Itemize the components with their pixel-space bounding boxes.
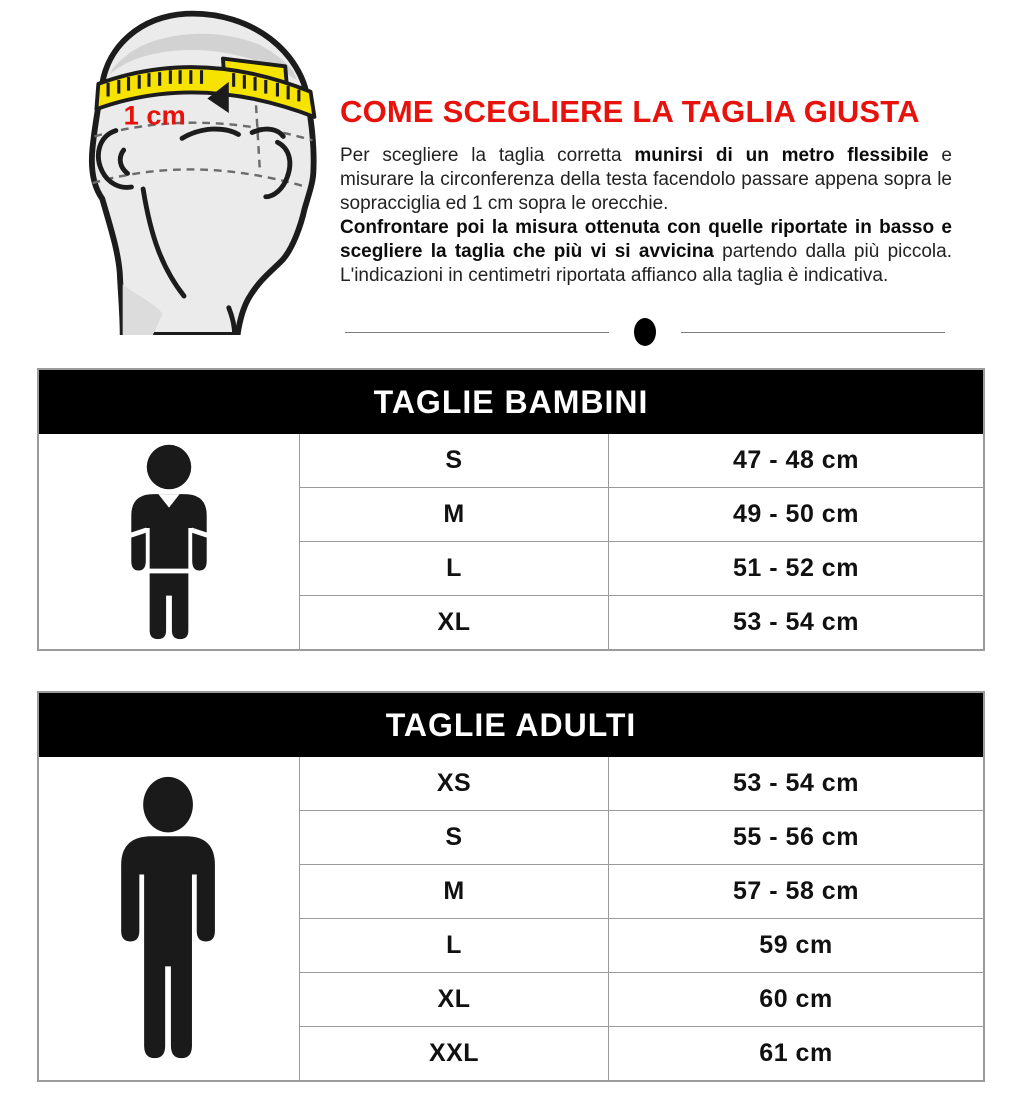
size-label: L <box>300 919 609 972</box>
table-row: M 49 - 50 cm <box>300 487 983 541</box>
divider-line-left <box>345 331 609 333</box>
table-title-adulti: TAGLIE ADULTI <box>39 693 983 757</box>
table-row: M 57 - 58 cm <box>300 864 983 918</box>
intro-paragraph-1: Per scegliere la taglia corretta munirsi… <box>340 144 952 214</box>
table-row: S 47 - 48 cm <box>300 434 983 487</box>
section-divider <box>345 318 945 346</box>
table-title-bambini: TAGLIE BAMBINI <box>39 370 983 434</box>
divider-line-right <box>681 331 945 333</box>
left-eyebrow <box>179 126 241 141</box>
size-label: XL <box>300 596 609 649</box>
intro-text-block: COME SCEGLIERE LA TAGLIA GIUSTA Per sceg… <box>340 94 952 288</box>
table-row: XS 53 - 54 cm <box>300 757 983 810</box>
table-row: L 51 - 52 cm <box>300 541 983 595</box>
intro-section: 1 cm COME SCEGLIERE LA TAGLIA GIUSTA Per… <box>0 0 1024 368</box>
size-range: 60 cm <box>759 985 833 1013</box>
size-range: 51 - 52 cm <box>733 554 859 582</box>
bambini-rows: S 47 - 48 cm M 49 - 50 cm L 51 - 52 cm X… <box>300 434 983 649</box>
head-measurement-illustration: 1 cm <box>88 10 317 335</box>
table-taglie-adulti: TAGLIE ADULTI XS 53 - 54 cm S 55 - 56 cm <box>37 691 985 1082</box>
size-label: XS <box>300 757 609 810</box>
table-taglie-bambini: TAGLIE BAMBINI S 47 - 48 cm <box>37 368 985 651</box>
table-row: L 59 cm <box>300 918 983 972</box>
size-label: M <box>300 488 609 541</box>
size-range: 49 - 50 cm <box>733 500 859 528</box>
size-label: S <box>300 811 609 864</box>
table-row: XL 60 cm <box>300 972 983 1026</box>
child-silhouette-icon <box>39 434 300 649</box>
table-row: S 55 - 56 cm <box>300 810 983 864</box>
tape-tick-marks <box>106 70 301 102</box>
size-label: M <box>300 865 609 918</box>
size-range: 53 - 54 cm <box>733 608 859 636</box>
size-range: 57 - 58 cm <box>733 877 859 905</box>
size-range: 53 - 54 cm <box>733 769 859 797</box>
size-label: S <box>300 434 609 487</box>
adulti-rows: XS 53 - 54 cm S 55 - 56 cm M 57 - 58 cm … <box>300 757 983 1080</box>
one-cm-label: 1 cm <box>124 100 186 131</box>
table-row: XXL 61 cm <box>300 1026 983 1080</box>
intro-paragraph-2: Confrontare poi la misura ottenuta con q… <box>340 216 952 286</box>
table-row: XL 53 - 54 cm <box>300 595 983 649</box>
size-range: 47 - 48 cm <box>733 446 859 474</box>
adult-silhouette-icon <box>39 757 300 1080</box>
size-range: 55 - 56 cm <box>733 823 859 851</box>
page-title: COME SCEGLIERE LA TAGLIA GIUSTA <box>340 94 920 129</box>
size-label: XXL <box>300 1027 609 1080</box>
right-eyebrow <box>249 126 286 139</box>
neck-line <box>226 305 238 335</box>
left-ear <box>96 128 134 190</box>
tape-arrow-icon <box>207 81 229 114</box>
size-label: XL <box>300 973 609 1026</box>
size-range: 59 cm <box>759 931 833 959</box>
right-ear <box>263 139 293 200</box>
size-label: L <box>300 542 609 595</box>
jaw-line <box>140 186 187 299</box>
divider-dot <box>634 318 656 346</box>
size-range: 61 cm <box>759 1039 833 1067</box>
